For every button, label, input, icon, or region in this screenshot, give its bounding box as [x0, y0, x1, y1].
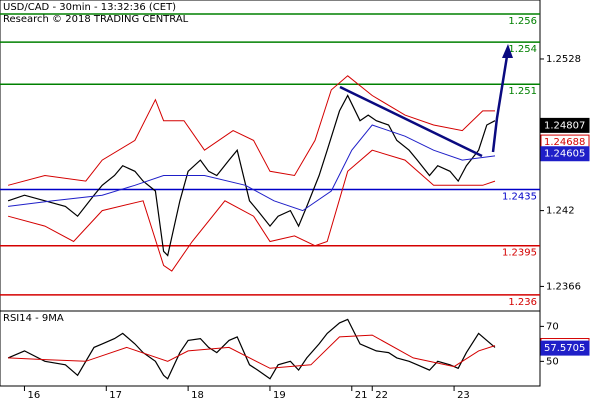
series-line — [7, 75, 495, 186]
level-label: 1.236 — [508, 297, 537, 308]
series-line — [7, 149, 496, 272]
x-tick-label: 17 — [109, 390, 122, 400]
rsi-panel — [0, 310, 541, 387]
series-line — [8, 334, 496, 369]
value-label: 1.24688 — [544, 137, 585, 148]
level-label: 1.2395 — [502, 248, 537, 259]
x-tick-label: 22 — [375, 390, 388, 400]
x-tick-label: 19 — [273, 390, 286, 400]
y-tick-label: 1.2366 — [546, 281, 581, 292]
x-tick-label: 16 — [27, 390, 40, 400]
y-tick-label: 1.2528 — [546, 54, 581, 65]
arrow-head — [502, 44, 513, 58]
value-box — [540, 146, 590, 162]
chart-title: USD/CAD - 30min - 13:32:36 (CET) — [3, 2, 176, 13]
price-panel — [0, 0, 541, 312]
value-box — [540, 117, 590, 133]
value-box — [540, 340, 590, 356]
series-line — [7, 94, 496, 257]
y-tick-label: 70 — [546, 321, 559, 332]
level-label: 1.254 — [508, 44, 537, 55]
value-label: 57.5705 — [544, 343, 585, 354]
x-tick-label: 23 — [457, 390, 470, 400]
trend-line — [339, 85, 483, 158]
level-label: 1.256 — [508, 16, 537, 27]
value-label: 1.24605 — [544, 149, 585, 160]
x-tick-label: 18 — [191, 390, 204, 400]
chart-subtitle: Research © 2018 TRADING CENTRAL — [3, 14, 189, 25]
series-line — [8, 124, 496, 212]
rsi-title: RSI14 - 9MA — [3, 313, 64, 324]
level-label: 1.251 — [508, 86, 537, 97]
value-label: 1.24807 — [544, 120, 585, 131]
level-label: 1.2435 — [502, 192, 537, 203]
y-tick-label: 50 — [546, 356, 559, 367]
arrow — [491, 49, 510, 153]
y-tick-label: 1.242 — [546, 206, 575, 217]
series-line — [7, 318, 496, 380]
x-tick-label: 21 — [355, 390, 368, 400]
